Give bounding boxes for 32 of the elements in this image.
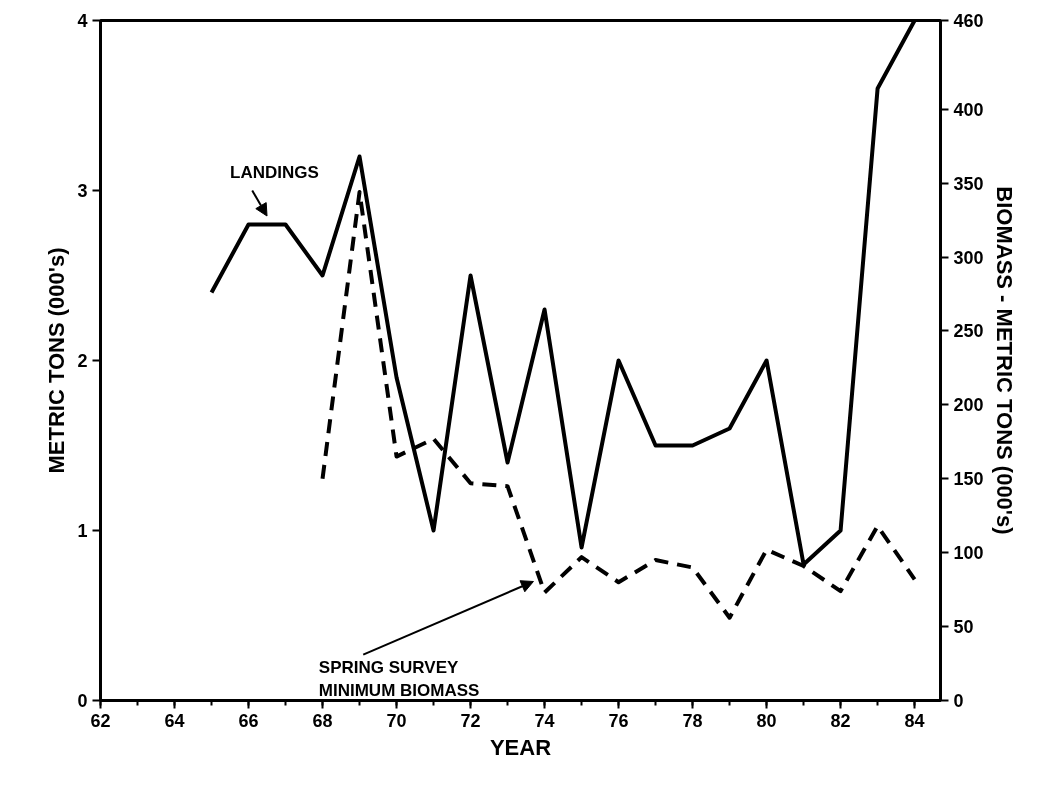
x-tick-label: 80 [756, 710, 777, 731]
y-tick-label: 1 [77, 521, 88, 541]
y2-tick-label: 400 [953, 99, 984, 120]
x-tick-label: 76 [608, 710, 629, 731]
x-tick-label: 70 [386, 710, 407, 731]
y-tick-label: 3 [77, 181, 88, 201]
y2-axis-title: BIOMASS - METRIC TONS (000's) [991, 186, 1017, 535]
x-tick-label: 72 [460, 710, 481, 731]
y2-tick-label: 250 [953, 321, 984, 342]
y-tick-label: 4 [77, 11, 88, 31]
y2-tick-label: 300 [953, 247, 984, 268]
y2-tick-label: 150 [953, 469, 984, 490]
annotation: SPRING SURVEY MINIMUM BIOMASS [318, 658, 480, 700]
y2-tick-label: 460 [953, 11, 984, 31]
y2-tick-label: 0 [953, 691, 964, 711]
x-tick-label: 78 [682, 710, 703, 731]
x-tick-label: 84 [904, 710, 925, 731]
annotation: LANDINGS [230, 163, 319, 182]
x-tick-label: 66 [238, 710, 259, 731]
y2-tick-label: 200 [953, 395, 984, 416]
x-tick-label: 74 [534, 710, 555, 731]
y-tick-label: 0 [77, 691, 88, 711]
y-axis-title: METRIC TONS (000's) [44, 247, 70, 474]
y-tick-label: 2 [77, 351, 88, 371]
y2-tick-label: 100 [953, 543, 984, 564]
x-tick-label: 82 [830, 710, 851, 731]
x-tick-label: 64 [164, 710, 185, 731]
y2-tick-label: 350 [953, 173, 984, 194]
x-tick-label: 62 [90, 710, 111, 731]
y2-tick-label: 50 [953, 617, 974, 638]
x-tick-label: 68 [312, 710, 333, 731]
x-axis-title: YEAR [489, 734, 552, 760]
